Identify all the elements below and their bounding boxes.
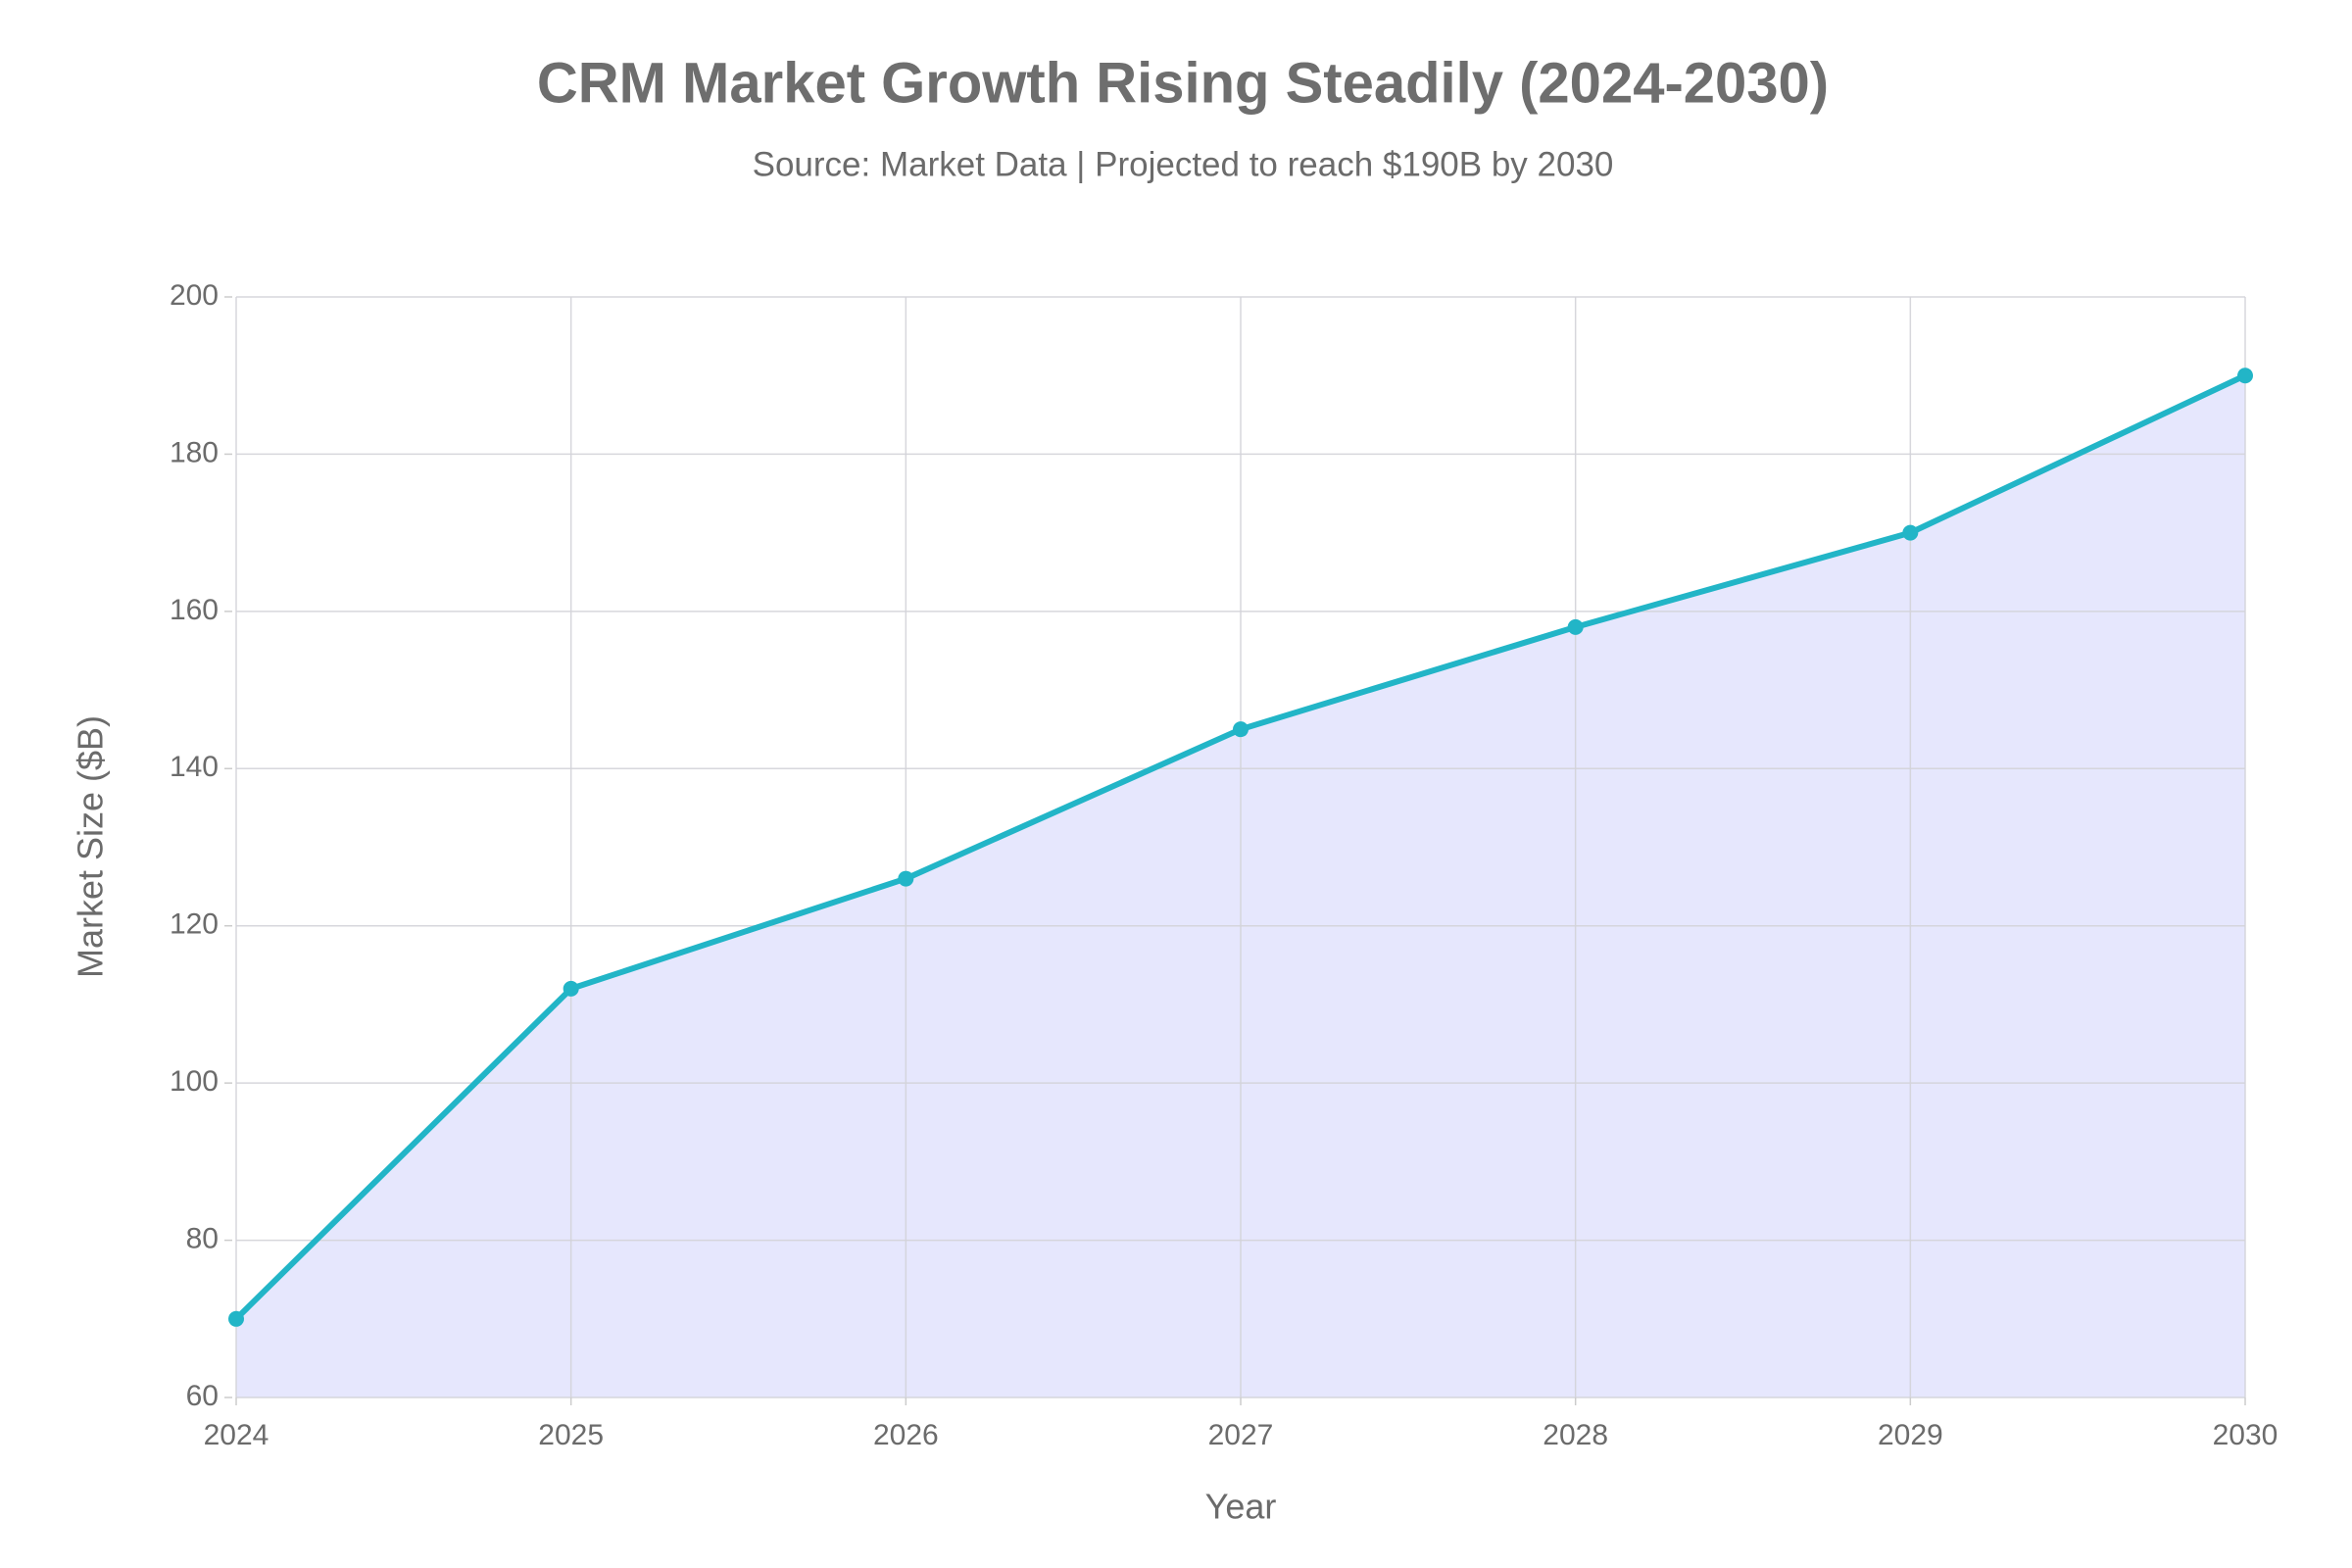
x-tick-label: 2027 bbox=[1208, 1419, 1274, 1451]
marker bbox=[2237, 368, 2253, 384]
marker bbox=[1902, 524, 1919, 541]
chart-title: CRM Market Growth Rising Steadily (2024-… bbox=[537, 51, 1829, 115]
marker bbox=[563, 980, 579, 997]
x-tick-label: 2028 bbox=[1543, 1419, 1608, 1451]
marker bbox=[1233, 721, 1249, 738]
x-tick-label: 2024 bbox=[204, 1419, 270, 1451]
y-tick-label: 140 bbox=[170, 751, 219, 783]
y-tick-label: 80 bbox=[186, 1222, 219, 1254]
x-tick-label: 2025 bbox=[538, 1419, 604, 1451]
y-tick-label: 100 bbox=[170, 1065, 219, 1098]
y-tick-label: 120 bbox=[170, 908, 219, 941]
marker bbox=[228, 1310, 244, 1327]
y-tick-label: 160 bbox=[170, 594, 219, 626]
x-tick-label: 2030 bbox=[2213, 1419, 2278, 1451]
marker bbox=[1567, 618, 1584, 635]
y-tick-label: 60 bbox=[186, 1380, 219, 1412]
x-tick-label: 2029 bbox=[1878, 1419, 1943, 1451]
chart-subtitle: Source: Market Data | Projected to reach… bbox=[753, 145, 1614, 183]
x-tick-label: 2026 bbox=[873, 1419, 939, 1451]
y-tick-label: 180 bbox=[170, 436, 219, 468]
marker bbox=[898, 870, 914, 887]
y-axis-label: Market Size ($B) bbox=[71, 715, 111, 978]
y-tick-label: 200 bbox=[170, 279, 219, 312]
plot-area: 60 80 100 120 140 160 180 200 2024 2025 2026 2027 20… bbox=[170, 279, 2278, 1451]
x-axis-label: Year bbox=[1205, 1487, 1277, 1527]
